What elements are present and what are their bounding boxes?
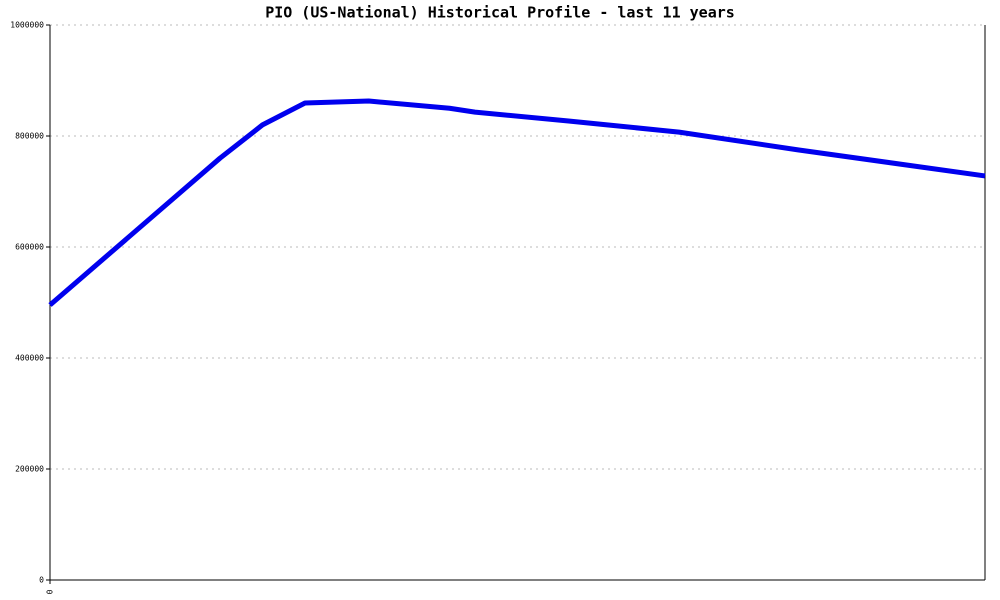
chart-title: PIO (US-National) Historical Profile - l… [265, 4, 735, 22]
y-tick-label: 800000 [15, 132, 44, 141]
y-tick-label: 1000000 [10, 21, 44, 30]
y-tick-label: 0 [39, 576, 44, 585]
y-tick-label: 600000 [15, 243, 44, 252]
x-tick-label: 0 [46, 589, 55, 594]
data-line [48, 98, 986, 307]
y-tick-label: 400000 [15, 354, 44, 363]
y-tick-label: 200000 [15, 465, 44, 474]
